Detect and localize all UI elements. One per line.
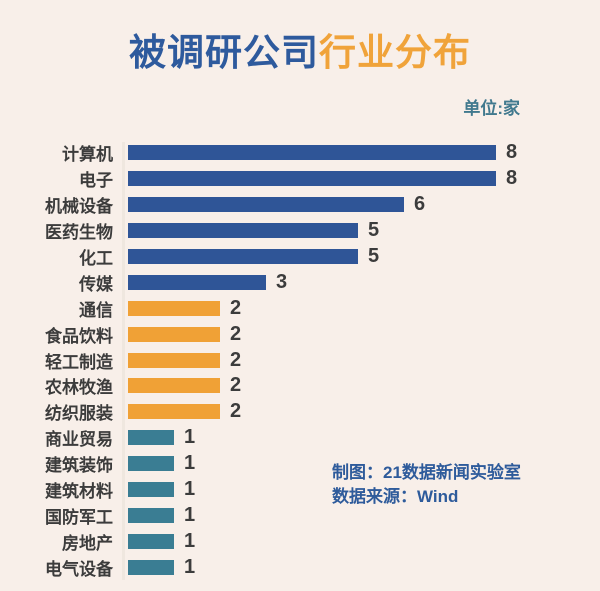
bar-rows: 计算机 8 电子 8 机械设备 6 医药生物 5 化工 5 传媒 3 通信 2 … [0,140,600,580]
bar [128,326,220,342]
value-label: 2 [230,400,242,423]
bar [128,559,174,575]
value-label: 2 [230,348,242,371]
category-label: 农林牧渔 [45,378,113,398]
bar [128,171,496,187]
bar [128,249,358,264]
bar [128,378,220,394]
bar [128,223,358,239]
chart-row: 化工 5 [0,244,600,270]
value-label: 1 [184,452,196,475]
category-label: 电子 [79,171,113,191]
chart-row: 轻工制造 2 [0,347,600,373]
chart-row: 通信 2 [0,295,600,321]
value-label: 1 [184,426,196,449]
bar [128,507,174,523]
bar-chart: 计算机 8 电子 8 机械设备 6 医药生物 5 化工 5 传媒 3 通信 2 … [0,140,600,582]
chart-row: 商业贸易 1 [0,425,600,451]
chart-title-part-orange: 行业分布 [319,32,471,73]
credits-block: 制图：21数据新闻实验室 数据来源：Wind [332,461,521,509]
value-label: 2 [230,322,242,345]
category-label: 计算机 [62,145,113,165]
value-label: 8 [506,167,518,190]
chart-row: 国防军工 1 [0,502,600,528]
category-label: 建筑装饰 [45,456,113,476]
axis-line [122,142,125,580]
chart-row: 电子 8 [0,166,600,192]
chart-title-part-blue: 被调研公司 [129,32,319,73]
chart-row: 建筑材料 1 [0,477,600,503]
chart-row: 机械设备 6 [0,192,600,218]
category-label: 电气设备 [45,559,113,579]
value-label: 1 [184,478,196,501]
bar [128,197,404,213]
value-label: 1 [184,555,196,578]
bar [128,300,220,316]
category-label: 商业贸易 [45,430,113,450]
chart-row: 电气设备 1 [0,554,600,580]
value-label: 6 [414,193,426,216]
chart-row: 食品饮料 2 [0,321,600,347]
unit-label: 单位:家 [463,99,520,118]
value-label: 2 [230,374,242,397]
chart-title: 被调研公司行业分布 [0,22,600,76]
value-label: 3 [276,270,288,293]
credits-source: 数据来源：Wind [332,487,459,506]
category-label: 房地产 [62,533,113,553]
chart-row: 计算机 8 [0,140,600,166]
category-label: 轻工制造 [45,352,113,372]
credits-author: 制图：21数据新闻实验室 [332,463,521,482]
chart-row: 房地产 1 [0,528,600,554]
category-label: 机械设备 [45,197,113,217]
bar [128,352,220,368]
value-label: 5 [368,245,380,267]
category-label: 通信 [79,300,113,320]
chart-row: 传媒 3 [0,269,600,295]
value-label: 5 [368,219,380,242]
value-label: 1 [184,503,196,526]
bar [128,430,174,446]
category-label: 纺织服装 [45,404,113,424]
category-label: 食品饮料 [45,326,113,346]
category-label: 化工 [79,249,113,268]
chart-row: 纺织服装 2 [0,399,600,425]
value-label: 2 [230,296,242,319]
category-label: 建筑材料 [45,482,113,502]
category-label: 传媒 [79,274,113,294]
chart-row: 建筑装饰 1 [0,451,600,477]
category-label: 国防军工 [45,507,113,527]
value-label: 1 [184,529,196,552]
value-label: 8 [506,141,518,164]
bar [128,145,496,161]
bar [128,533,174,549]
bar [128,404,220,420]
bar [128,456,174,472]
category-label: 医药生物 [45,223,113,243]
chart-row: 医药生物 5 [0,218,600,244]
bar [128,274,266,290]
bar [128,482,174,498]
chart-row: 农林牧渔 2 [0,373,600,399]
